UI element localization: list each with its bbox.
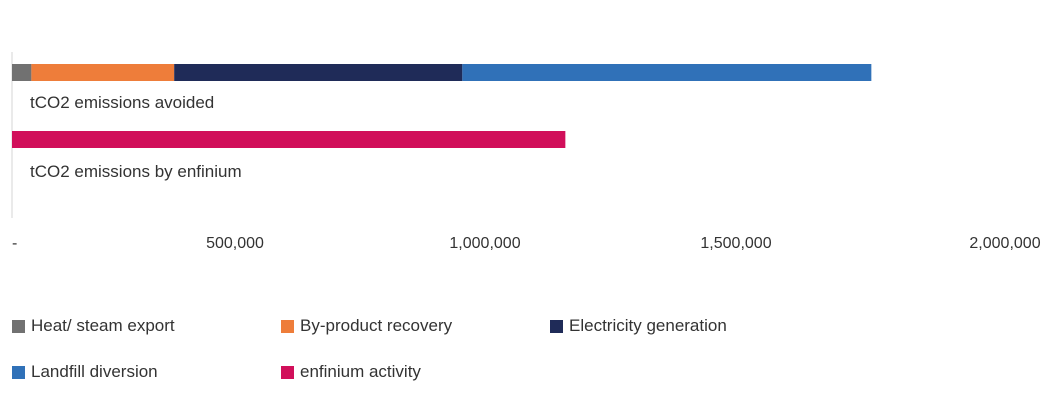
category-labels: tCO2 emissions avoided tCO2 emissions by … [30, 93, 242, 181]
legend-label-electricity-generation: Electricity generation [569, 316, 727, 335]
legend-item-heat-steam-export: Heat/ steam export [12, 316, 281, 336]
bar-enfinium-activity-2 [12, 131, 566, 148]
category-label-1: tCO2 emissions avoided [30, 93, 214, 112]
legend: Heat/ steam export By-product recovery E… [12, 316, 1042, 408]
bar-electricity-generation-1 [174, 64, 463, 81]
legend-item-enfinium-activity: enfinium activity [281, 362, 421, 382]
legend-swatch-enfinium-activity [281, 365, 294, 379]
bars-group [12, 64, 872, 148]
bar-chart: tCO2 emissions avoided tCO2 emissions by … [11, 52, 1041, 252]
legend-swatch-heat-steam-export [12, 319, 25, 333]
legend-item-electricity-generation: Electricity generation [550, 316, 727, 336]
legend-swatch-landfill-diversion [12, 365, 25, 379]
bar-landfill-diversion-1 [462, 64, 872, 81]
legend-item-landfill-diversion: Landfill diversion [12, 362, 281, 382]
x-tick-label: 2,000,000 [969, 235, 1040, 252]
legend-row-1: Heat/ steam export By-product recovery E… [12, 316, 1042, 336]
legend-row-2: Landfill diversion enfinium activity [12, 362, 1042, 382]
legend-swatch-electricity-generation [550, 319, 563, 333]
legend-swatch-by-product-recovery [281, 319, 294, 333]
bar-heat-steam-export-1 [12, 64, 32, 81]
x-tick-label: 500,000 [206, 235, 264, 252]
legend-label-enfinium-activity: enfinium activity [300, 362, 421, 381]
legend-label-heat-steam-export: Heat/ steam export [31, 316, 175, 335]
legend-item-by-product-recovery: By-product recovery [281, 316, 550, 336]
x-tick-label: 1,000,000 [449, 235, 520, 252]
x-axis-tick-labels: - 500,000 1,000,000 1,500,000 2,000,000 [12, 235, 1041, 252]
legend-label-by-product-recovery: By-product recovery [300, 316, 453, 335]
bar-by-product-recovery-1 [31, 64, 175, 81]
x-tick-label: - [12, 235, 17, 252]
legend-label-landfill-diversion: Landfill diversion [31, 362, 158, 381]
x-tick-label: 1,500,000 [700, 235, 771, 252]
category-label-2: tCO2 emissions by enfinium [30, 162, 242, 181]
